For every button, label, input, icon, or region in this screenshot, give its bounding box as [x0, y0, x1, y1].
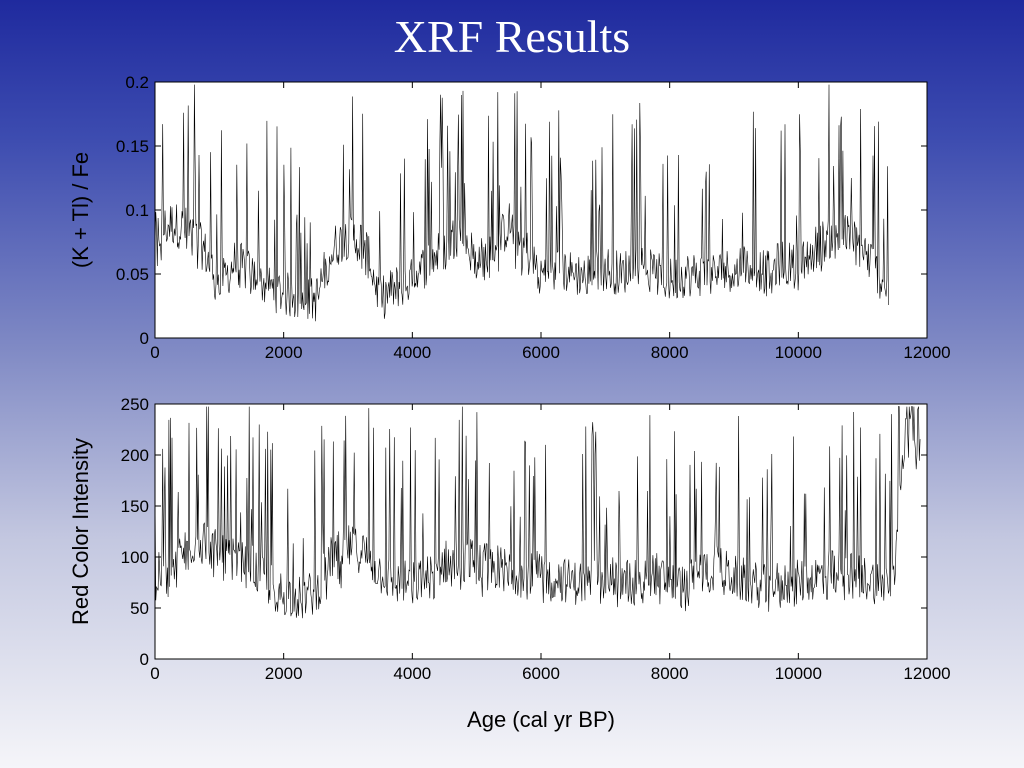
x-tick-label: 10000: [775, 664, 822, 683]
plot-area: [154, 81, 928, 339]
series-line: [154, 84, 889, 322]
y-tick-label: 150: [121, 497, 149, 516]
x-axis-label: Age (cal yr BP): [467, 707, 615, 732]
series-line: [154, 406, 921, 619]
y-tick-label: 100: [121, 548, 149, 567]
x-tick-label: 8000: [651, 664, 689, 683]
slide-title: XRF Results: [393, 11, 631, 62]
x-tick-label: 8000: [651, 343, 689, 362]
y-tick-label: 0.1: [125, 201, 149, 220]
y-axis-label: (K + Tl) / Fe: [68, 152, 93, 268]
x-tick-label: 6000: [522, 664, 560, 683]
y-axis-label: Red Color Intensity: [68, 438, 93, 625]
y-tick-label: 200: [121, 446, 149, 465]
y-tick-label: 250: [121, 395, 149, 414]
x-tick-label: 6000: [522, 343, 560, 362]
y-tick-label: 0: [140, 650, 149, 669]
x-tick-label: 12000: [903, 664, 950, 683]
plot-area: [154, 403, 928, 660]
y-tick-label: 0.2: [125, 73, 149, 92]
x-tick-label: 0: [150, 343, 159, 362]
x-tick-label: 2000: [265, 343, 303, 362]
y-tick-label: 0.05: [116, 265, 149, 284]
x-tick-label: 4000: [393, 664, 431, 683]
chart-1: 0 2000 4000 6000 8000 10000 12000 0 0.05 0.1 0.15 0…: [68, 73, 951, 362]
chart-2: 0 2000 4000 6000 8000 10000 12000 0 50 100 150 200 2…: [68, 395, 951, 732]
x-tick-label: 10000: [775, 343, 822, 362]
x-tick-label: 12000: [903, 343, 950, 362]
x-tick-label: 4000: [393, 343, 431, 362]
y-tick-label: 50: [130, 599, 149, 618]
y-tick-label: 0: [140, 329, 149, 348]
x-tick-label: 0: [150, 664, 159, 683]
y-tick-label: 0.15: [116, 137, 149, 156]
x-tick-label: 2000: [265, 664, 303, 683]
